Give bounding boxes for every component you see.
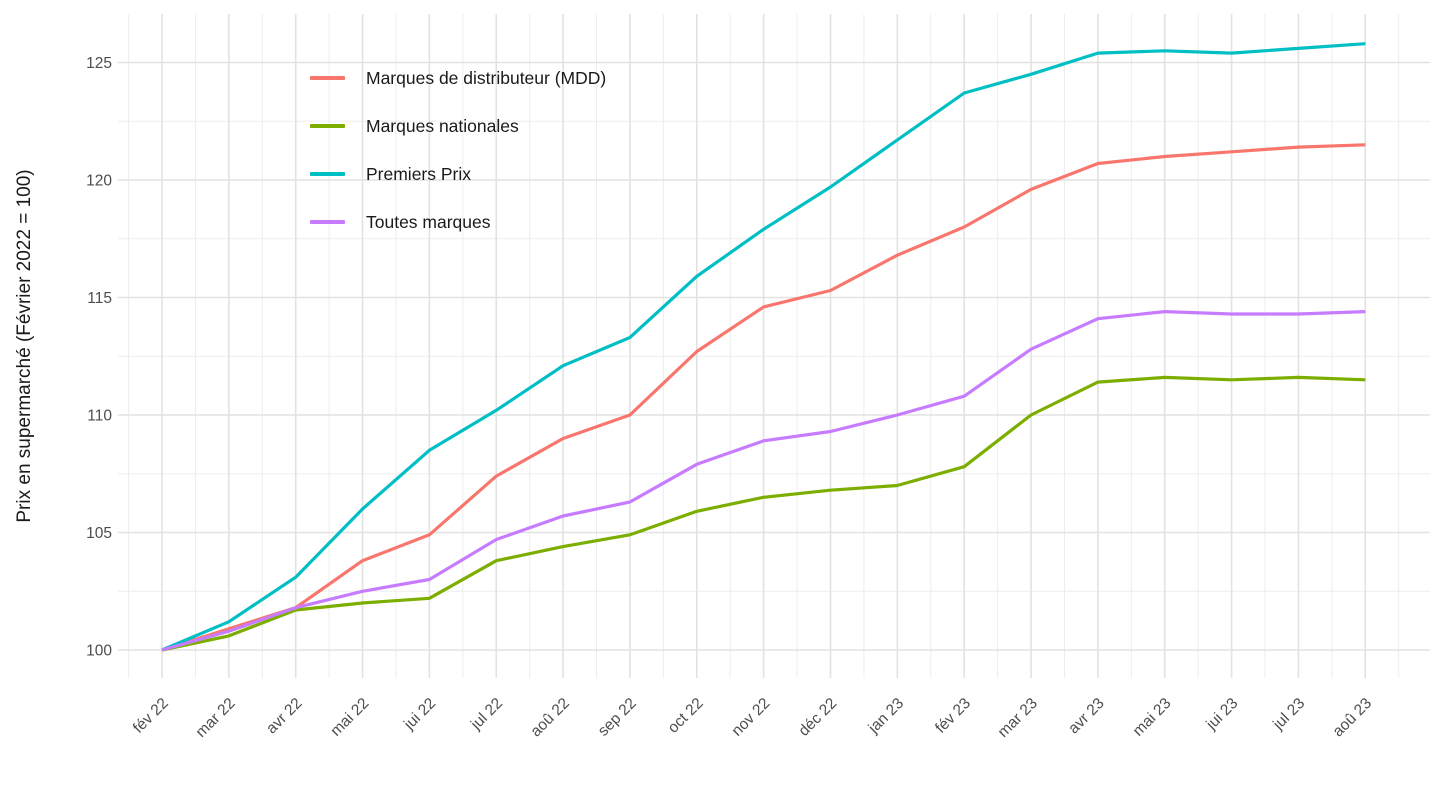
x-tick-label: avr 23 <box>1065 695 1107 737</box>
x-tick-label: fév 22 <box>130 695 172 737</box>
x-tick-label: mai 23 <box>1130 695 1175 740</box>
legend-label-toutes-marques: Toutes marques <box>366 211 491 232</box>
legend-swatch-mdd <box>310 76 345 80</box>
x-tick-label: jui 23 <box>1202 695 1241 734</box>
x-tick-label: mai 22 <box>327 695 372 740</box>
x-tick-label: mar 22 <box>193 695 239 741</box>
x-tick-label: jui 22 <box>400 695 439 734</box>
x-tick-label: aoû 23 <box>1330 695 1376 741</box>
x-tick-label: jan 23 <box>865 695 908 738</box>
legend-item-toutes-marques: Toutes marques <box>310 198 606 246</box>
x-tick-label: aoû 22 <box>527 695 573 741</box>
x-tick-label: fév 23 <box>932 695 974 737</box>
y-tick-label: 120 <box>86 173 112 190</box>
x-tick-label: déc 22 <box>795 695 840 740</box>
legend-swatch-premiers-prix <box>310 172 345 176</box>
chart-legend: Marques de distributeur (MDD) Marques na… <box>310 54 606 246</box>
legend-label-marques-nationales: Marques nationales <box>366 115 519 136</box>
x-tick-label: avr 22 <box>263 695 305 737</box>
y-tick-label: 105 <box>86 525 112 542</box>
legend-label-premiers-prix: Premiers Prix <box>366 163 472 184</box>
legend-swatch-toutes-marques <box>310 220 345 224</box>
y-axis-title: Prix en supermarché (Février 2022 = 100) <box>14 169 35 522</box>
x-tick-label: nov 22 <box>729 695 774 740</box>
x-tick-label: jul 22 <box>467 695 506 734</box>
x-tick-label: mar 23 <box>995 695 1041 741</box>
y-tick-label: 125 <box>86 55 112 72</box>
x-tick-label: oct 22 <box>665 695 707 737</box>
series-line-premiers-prix <box>161 42 1366 652</box>
series-line-marques-de-distributeur-mdd <box>161 143 1366 652</box>
y-tick-label: 115 <box>87 290 112 307</box>
legend-item-marques-nationales: Marques nationales <box>310 102 606 150</box>
x-tick-label: jul 23 <box>1269 695 1308 734</box>
series-line-toutes-marques <box>161 310 1366 652</box>
legend-label-mdd: Marques de distributeur (MDD) <box>366 67 607 88</box>
legend-item-premiers-prix: Premiers Prix <box>310 150 606 198</box>
y-tick-label: 100 <box>86 643 112 660</box>
legend-swatch-marques-nationales <box>310 124 345 128</box>
y-tick-label: 110 <box>87 408 112 425</box>
x-tick-label: sep 22 <box>595 695 640 740</box>
legend-item-mdd: Marques de distributeur (MDD) <box>310 54 606 102</box>
series-line-marques-nationales <box>161 375 1366 652</box>
